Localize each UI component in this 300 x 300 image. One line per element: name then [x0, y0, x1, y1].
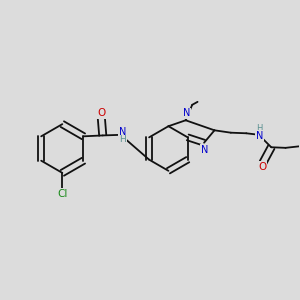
Text: N: N: [256, 131, 263, 141]
Text: O: O: [97, 108, 105, 118]
Text: H: H: [256, 124, 262, 133]
Text: Cl: Cl: [57, 189, 68, 199]
Text: N: N: [183, 108, 190, 118]
Text: N: N: [119, 127, 127, 137]
Text: N: N: [201, 145, 208, 154]
Text: O: O: [258, 162, 266, 172]
Text: H: H: [120, 135, 126, 144]
